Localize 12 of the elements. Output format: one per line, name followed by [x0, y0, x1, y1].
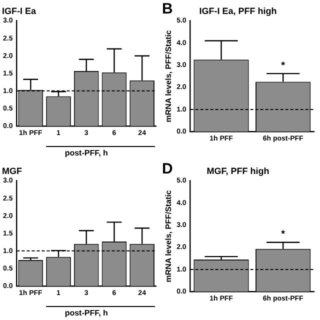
x-axis-title: post-PFF, h — [64, 148, 108, 158]
annotation: * — [281, 60, 286, 72]
y-axis-title: mRNA levels, PFF/Static — [164, 30, 174, 122]
text: B — [162, 0, 173, 18]
annotation: * — [281, 229, 286, 240]
chart-title: MGF — [2, 166, 22, 176]
y-axis-title: mRNA levels, PFF/Static — [164, 190, 174, 282]
chart-title: IGF-I Ea — [2, 6, 37, 16]
x-axis-title: post-PFF, h — [64, 308, 108, 318]
chart-title: IGF-I Ea, PFF high — [199, 6, 277, 16]
text: D — [162, 160, 173, 178]
chart-title: MGF, PFF high — [206, 166, 270, 176]
